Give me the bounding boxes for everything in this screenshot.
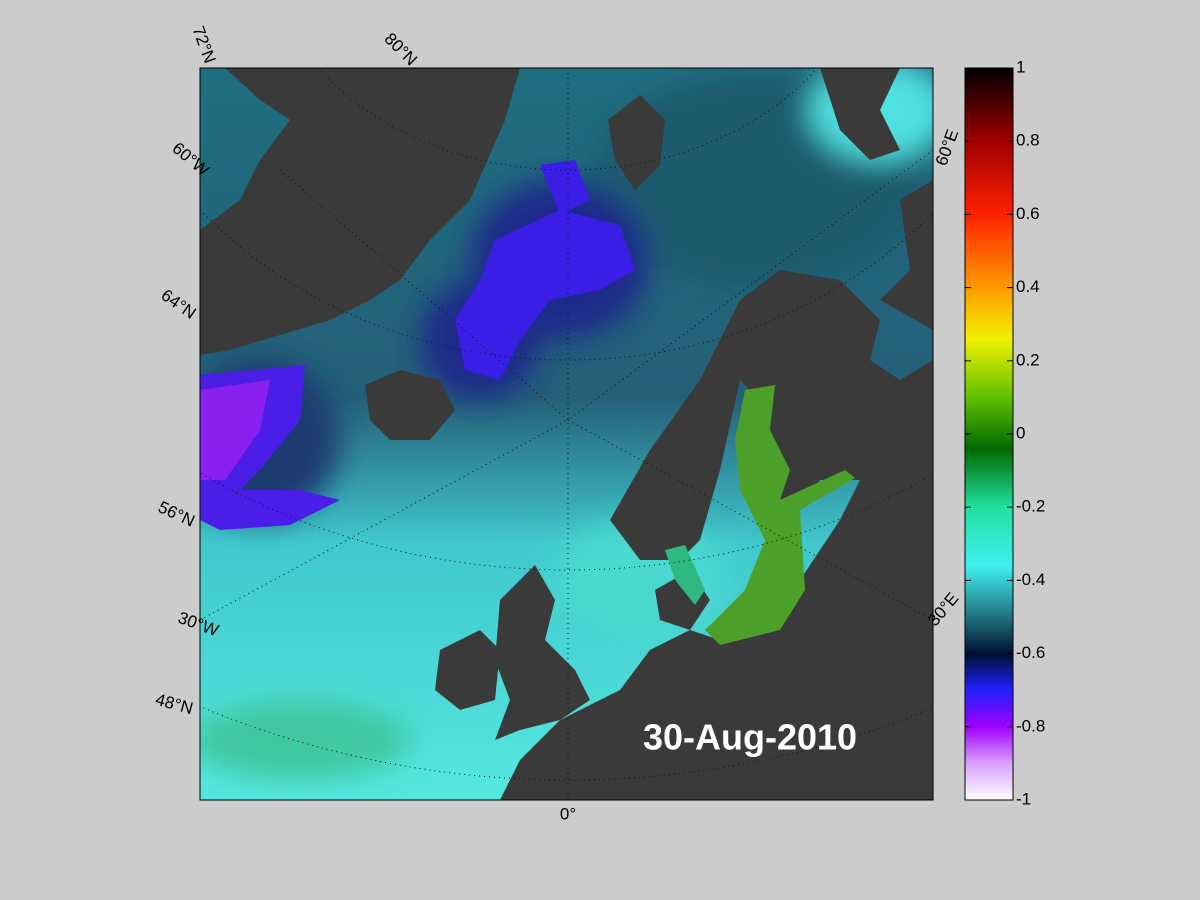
negative-anomaly bbox=[540, 160, 590, 215]
colorbar-tick-label: 0.2 bbox=[1016, 350, 1040, 369]
colorbar-tick-label: -0.4 bbox=[1016, 570, 1045, 589]
colorbar bbox=[964, 67, 1014, 801]
graticule-label: 72°N bbox=[189, 24, 220, 66]
negative-anomaly bbox=[455, 210, 635, 380]
colorbar-tick-label: -0.8 bbox=[1016, 716, 1045, 735]
graticule bbox=[200, 68, 933, 800]
map-frame bbox=[199, 67, 934, 801]
graticule-label: 80°N bbox=[381, 29, 421, 69]
colorbar-ticks: 1 0.8 0.6 0.4 0.2 0 -0.2 -0.4 -0.6 -0.8 -1 bbox=[965, 57, 1045, 808]
colorbar-tick-label: -0.6 bbox=[1016, 643, 1045, 662]
kattegat-anomaly bbox=[665, 545, 705, 605]
colorbar-tick-label: 0.4 bbox=[1016, 277, 1040, 296]
baltic-positive-anomaly bbox=[705, 385, 855, 645]
colorbar-tick-label: 0 bbox=[1016, 423, 1025, 442]
graticule-label: 64°N bbox=[158, 285, 200, 322]
map-area: 30-Aug-2010 bbox=[200, 68, 933, 800]
colorbar-tick-label: -0.2 bbox=[1016, 497, 1045, 516]
graticule-label: 0° bbox=[560, 804, 576, 823]
graticule-label: 56°N bbox=[155, 497, 197, 530]
colorbar-tick-label: 0.6 bbox=[1016, 204, 1040, 223]
strong-negative-anomaly bbox=[200, 380, 270, 480]
colorbar-tick-label: 0.8 bbox=[1016, 131, 1040, 150]
date-label: 30-Aug-2010 bbox=[643, 717, 857, 758]
land bbox=[200, 68, 933, 800]
colorbar-tick-label: -1 bbox=[1016, 789, 1031, 808]
colorbar-tick-label: 1 bbox=[1016, 57, 1025, 76]
graticule-label: 60°E bbox=[932, 127, 963, 168]
graticule-label: 48°N bbox=[153, 690, 195, 718]
